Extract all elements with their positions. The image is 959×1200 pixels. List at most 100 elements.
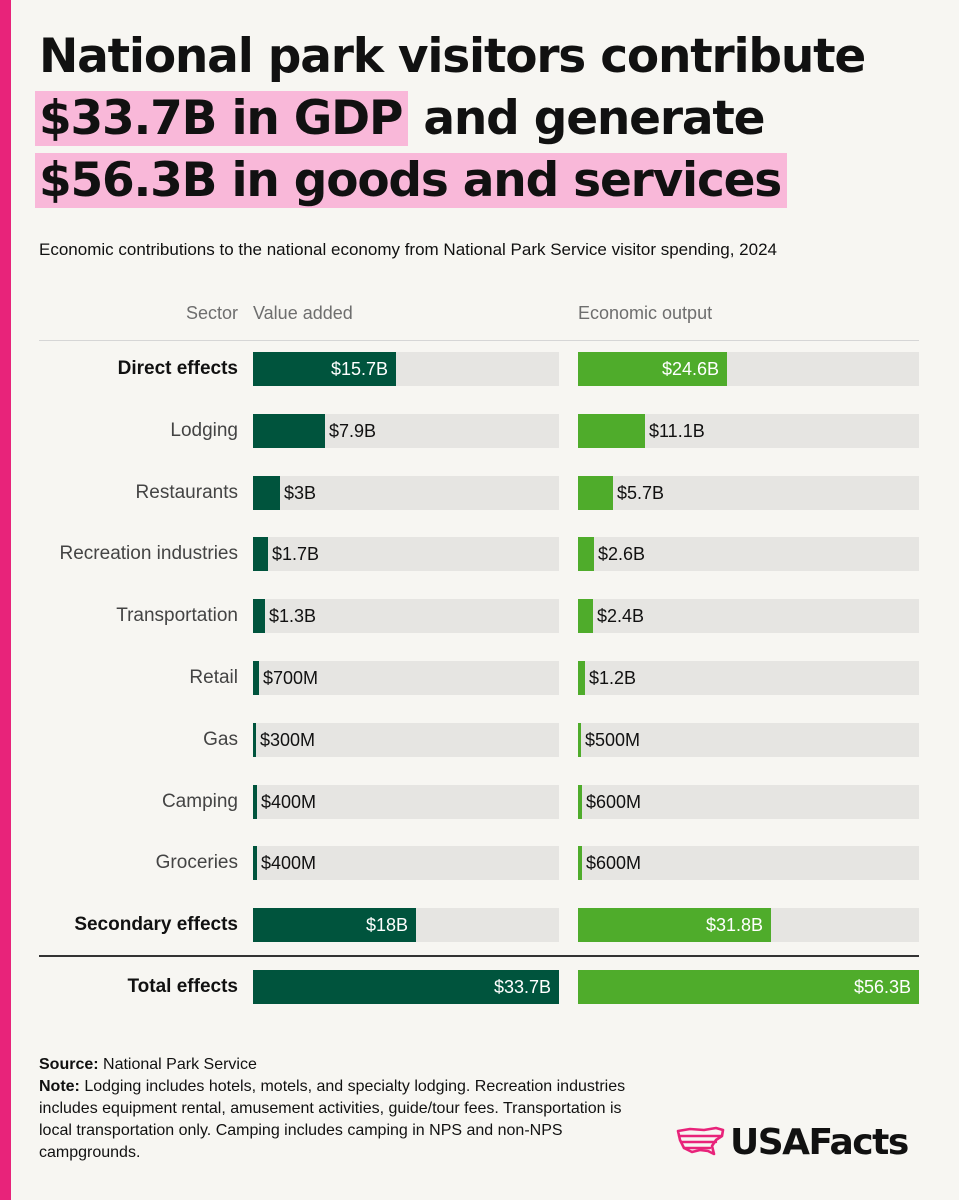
economic-output-track: $500M [578,723,919,757]
chart-row: Total effects $33.7B $56.3B [0,970,959,1004]
usa-map-icon [676,1126,725,1156]
value-added-bar [253,970,559,1004]
category-label: Lodging [170,420,238,441]
page-title: National park visitors contribute $33.7B… [35,26,939,212]
economic-output-track: $5.7B [578,476,919,510]
value-added-bar [253,908,416,942]
economic-output-track: $31.8B [578,908,919,942]
category-label: Camping [161,791,238,812]
economic-output-track: $2.4B [578,599,919,633]
note-text: Lodging includes hotels, motels, and spe… [39,1078,626,1161]
economic-output-track: $11.1B [578,414,919,448]
subtitle: Economic contributions to the national e… [39,240,777,259]
data-label: $33.7B [493,977,551,997]
value-added-track: $400M [253,846,559,880]
value-added-track: $400M [253,785,559,819]
chart-row: Recreation industries $1.7B $2.6B [0,537,959,571]
value-added-track: $1.3B [253,599,559,633]
data-label: $2.6B [598,544,646,564]
value-added-bar [253,785,257,819]
header-divider [39,340,919,341]
category-label: Restaurants [135,482,238,503]
source-text: National Park Service [98,1056,257,1073]
title-line-2-rest: and generate [408,91,765,146]
value-added-bar [253,352,396,386]
economic-output-bar [578,599,593,633]
chart-row: Retail $700M $1.2B [0,661,959,695]
title-highlight-gdp: $33.7B in GDP [35,91,409,146]
title-line-1: National park visitors contribute [39,29,866,84]
data-label: $2.4B [597,606,645,626]
economic-output-bar [578,661,585,695]
data-label: $400M [261,792,317,812]
category-label: Direct effects [117,358,238,379]
category-label: Secondary effects [74,914,238,935]
data-label: $1.7B [272,544,320,564]
value-added-track: $18B [253,908,559,942]
data-label: $7.9B [329,421,377,441]
economic-output-bar [578,476,613,510]
note-label: Note: [39,1078,80,1095]
economic-output-bar [578,537,594,571]
economic-output-bar [578,414,645,448]
data-label: $24.6B [661,359,719,379]
economic-output-bar [578,908,771,942]
value-added-track: $33.7B [253,970,559,1004]
title-line-3: $56.3B in goods and services [35,150,939,212]
source-label: Source: [39,1056,99,1073]
usafacts-logo: USAFacts [676,1118,926,1168]
economic-output-track: $600M [578,846,919,880]
title-line-2: $33.7B in GDP and generate [35,88,939,150]
data-label: $600M [586,853,642,873]
title-highlight-output: $56.3B in goods and services [35,153,788,208]
logo-wordmark: USAFacts [730,1122,909,1163]
category-label: Gas [203,729,238,750]
value-added-track: $300M [253,723,559,757]
value-added-bar [253,414,325,448]
category-label: Groceries [155,852,238,873]
header-sector: Sector [185,303,238,323]
source-line: Source: National Park Service [39,1054,639,1076]
data-label: $31.8B [705,915,763,935]
data-label: $500M [585,730,641,750]
chart-row: Secondary effects $18B $31.8B [0,908,959,942]
data-label: $700M [263,668,319,688]
value-added-track: $1.7B [253,537,559,571]
data-label: $56.3B [853,977,911,997]
chart-row: Lodging $7.9B $11.1B [0,414,959,448]
value-added-track: $15.7B [253,352,559,386]
economic-output-bar [578,352,727,386]
category-label: Retail [189,667,238,688]
data-label: $15.7B [330,359,388,379]
value-added-bar [253,723,256,757]
category-label: Total effects [127,976,238,997]
data-label: $18B [365,915,408,935]
value-added-bar [253,661,259,695]
header-economic-output: Economic output [578,303,713,323]
economic-output-bar [578,970,919,1004]
economic-output-track: $1.2B [578,661,919,695]
header-value-added: Value added [253,303,353,323]
chart-row: Groceries $400M $600M [0,846,959,880]
value-added-bar [253,846,257,880]
economic-output-bar [578,785,582,819]
economic-output-track: $24.6B [578,352,919,386]
data-label: $5.7B [617,483,665,503]
chart-row: Gas $300M $500M [0,723,959,757]
data-label: $400M [261,853,317,873]
value-added-track: $700M [253,661,559,695]
data-label: $300M [260,730,316,750]
footer-notes: Source: National Park Service Note: Lodg… [39,1054,639,1164]
category-label: Transportation [116,605,238,626]
value-added-bar [253,599,265,633]
value-added-bar [253,537,268,571]
value-added-bar [253,476,280,510]
economic-output-track: $600M [578,785,919,819]
economic-output-track: $56.3B [578,970,919,1004]
data-label: $3B [284,483,317,503]
accent-bar [0,0,11,1200]
data-label: $1.3B [269,606,317,626]
value-added-track: $7.9B [253,414,559,448]
economic-output-bar [578,723,581,757]
economic-output-track: $2.6B [578,537,919,571]
